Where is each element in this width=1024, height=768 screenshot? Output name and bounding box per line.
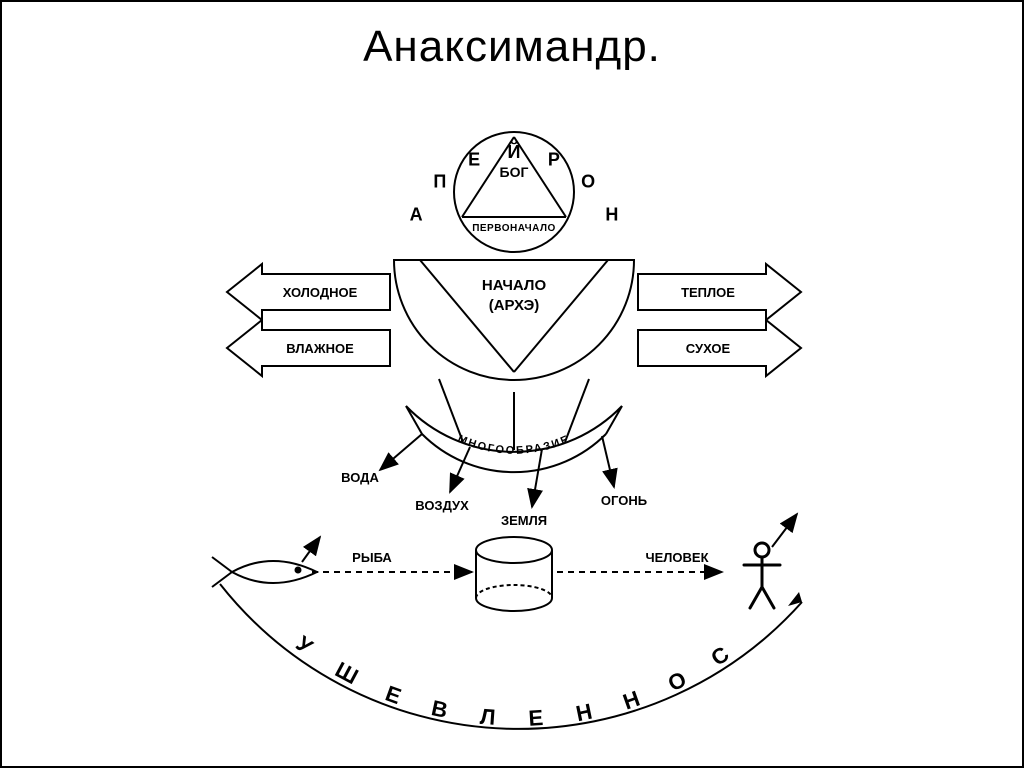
first-principle-label: ПЕРВОНАЧАЛО — [472, 223, 556, 234]
svg-text:Е: Е — [468, 150, 480, 170]
element-water: ВОДА — [341, 470, 379, 485]
god-label: БОГ — [500, 164, 529, 180]
arche-label-2: (АРХЭ) — [489, 297, 540, 314]
arrow-right-dry-label: СУХОЕ — [686, 341, 731, 356]
arrow-right-warm-label: ТЕПЛОЕ — [681, 285, 735, 300]
element-air: ВОЗДУХ — [415, 498, 469, 513]
human-label: ЧЕЛОВЕК — [645, 550, 708, 565]
arrow-left-cold-label: ХОЛОДНОЕ — [283, 285, 358, 300]
arrow-right-warm: ТЕПЛОЕ — [638, 264, 801, 320]
human-icon — [744, 543, 780, 608]
human-up-arrow — [772, 514, 797, 547]
arrow-left-wet-label: ВЛАЖНОЕ — [286, 341, 354, 356]
svg-text:А: А — [410, 204, 423, 224]
fish-icon — [212, 557, 317, 587]
element-earth: ЗЕМЛЯ — [501, 513, 547, 528]
fish-label: РЫБА — [352, 550, 392, 565]
arrow-left-cold: ХОЛОДНОЕ — [227, 264, 390, 320]
svg-text:Н: Н — [605, 204, 618, 224]
svg-text:О: О — [581, 171, 595, 191]
diversity-band: МНОГООБРАЗИЕ — [406, 379, 622, 472]
element-fire: ОГОНЬ — [601, 493, 647, 508]
arrow-left-wet: ВЛАЖНОЕ — [227, 320, 390, 376]
svg-text:П: П — [433, 171, 446, 191]
arche-label-1: НАЧАЛО — [482, 277, 547, 294]
earth-cylinder-icon — [476, 537, 552, 611]
svg-text:Й: Й — [508, 141, 521, 162]
apeiron-label: АП Е Й Р ОН — [410, 141, 619, 224]
slide-frame: { "title": "Анаксимандр.", "colors": { "… — [0, 0, 1024, 768]
slide-title: Анаксимандр. — [2, 22, 1022, 72]
arrow-right-dry: СУХОЕ — [638, 320, 801, 376]
anaximander-diagram: БОГ ПЕРВОНАЧАЛО НАЧАЛО (АРХЭ) АП Е Й Р ОН ХО… — [2, 2, 1024, 768]
fish-up-arrow — [302, 537, 320, 562]
svg-text:Р: Р — [548, 150, 560, 170]
